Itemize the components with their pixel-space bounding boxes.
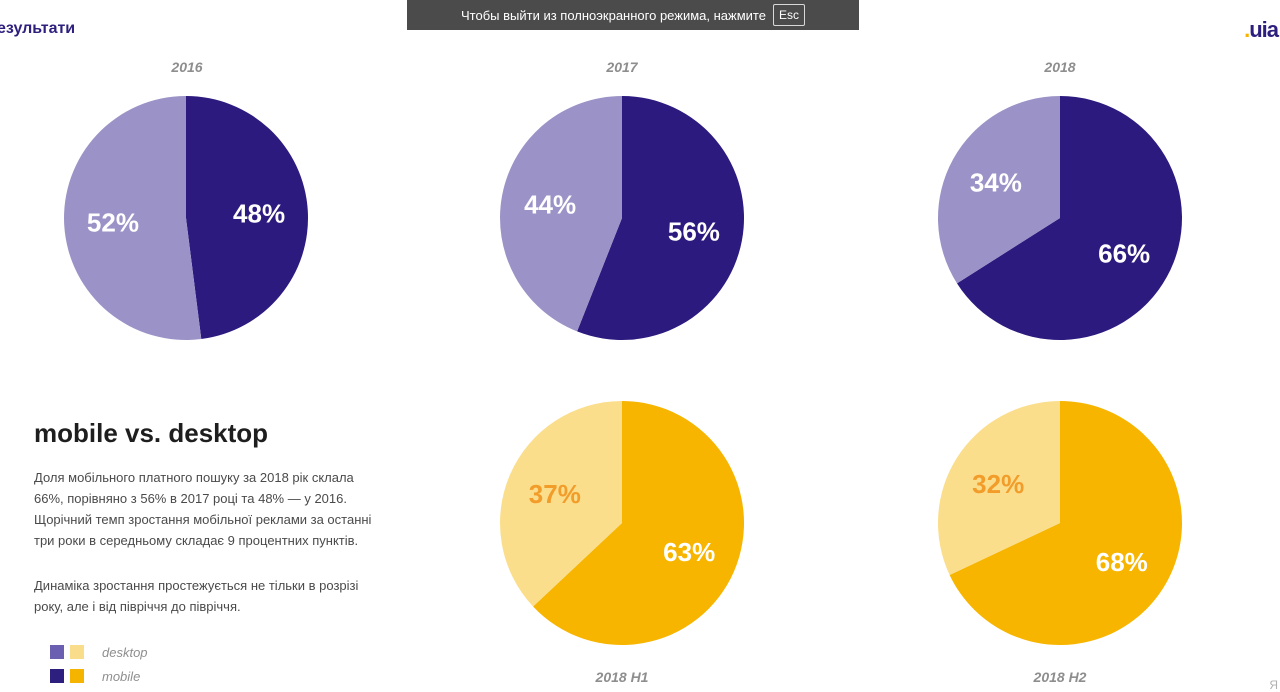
pie-slice-desktop-2018-h2 bbox=[937, 401, 1060, 575]
pie-label-mobile-2018-h1: 63% bbox=[663, 537, 715, 567]
corner-mark: Я bbox=[1269, 678, 1278, 692]
pie-title-2017: 2017 bbox=[606, 59, 638, 75]
pie-title-2018-h2: 2018 H2 bbox=[1033, 669, 1087, 685]
pie-label-mobile-2017: 56% bbox=[668, 217, 720, 247]
esc-key-hint: Esc bbox=[772, 4, 805, 26]
paragraph-line: року, але і від півріччя до півріччя. bbox=[34, 599, 241, 614]
logo-text: uia bbox=[1249, 17, 1279, 42]
paragraph-line: три роки в середньому складає 9 процентн… bbox=[34, 533, 359, 548]
pie-label-mobile-2018-h2: 68% bbox=[1096, 547, 1148, 577]
section-title: езультати bbox=[0, 20, 76, 37]
pie-title-2016: 2016 bbox=[171, 59, 203, 75]
legend-label-mobile: mobile bbox=[102, 668, 141, 684]
pie-chart-2017: 56% 44% bbox=[500, 96, 745, 340]
pie-chart-2018-h2: 68% 32% bbox=[937, 401, 1182, 645]
legend: desktop mobile bbox=[50, 640, 148, 688]
legend-label-desktop: desktop bbox=[102, 644, 148, 660]
pie-chart-2018: 66% 34% bbox=[937, 96, 1182, 340]
description-block: mobile vs. desktop Доля мобільного платн… bbox=[34, 418, 404, 617]
pie-chart-2018-h1: 63% 37% bbox=[500, 401, 745, 645]
paragraph-growth: Доля мобільного платного пошуку за 2018 … bbox=[34, 467, 404, 551]
legend-swatch-mobile-purple bbox=[50, 669, 64, 683]
pie-slice-mobile-2018 bbox=[956, 96, 1182, 340]
pie-label-mobile-2018: 66% bbox=[1098, 238, 1150, 268]
pie-slice-mobile-2018-h1 bbox=[533, 401, 745, 645]
fullscreen-banner-text: Чтобы выйти из полноэкранного режима, на… bbox=[461, 7, 766, 23]
paragraph-dynamics: Динаміка зростання простежується не тіль… bbox=[34, 575, 404, 617]
pie-slice-desktop-2018-h1 bbox=[500, 401, 622, 607]
legend-swatch-desktop-purple bbox=[50, 645, 64, 659]
paragraph-line: Доля мобільного платного пошуку за 2018 … bbox=[34, 470, 354, 485]
pie-title-2018-h1: 2018 H1 bbox=[595, 669, 649, 685]
pie-slice-mobile-2017 bbox=[577, 96, 745, 340]
paragraph-line: 66%, порівняно з 56% в 2017 році та 48% … bbox=[34, 491, 347, 506]
pie-label-desktop-2017: 44% bbox=[524, 189, 576, 219]
pie-title-2018: 2018 bbox=[1044, 59, 1076, 75]
legend-swatch-desktop-yellow bbox=[70, 645, 84, 659]
pie-slice-mobile-2018-h2 bbox=[949, 401, 1182, 645]
pie-slice-desktop-2016 bbox=[64, 96, 202, 340]
pie-slice-mobile-2016 bbox=[186, 96, 309, 340]
pie-label-mobile-2016: 48% bbox=[233, 198, 285, 228]
pie-label-desktop-2016: 52% bbox=[87, 208, 139, 238]
legend-item-mobile: mobile bbox=[50, 664, 148, 688]
fullscreen-exit-banner: Чтобы выйти из полноэкранного режима, на… bbox=[407, 0, 859, 30]
slide-heading: mobile vs. desktop bbox=[34, 418, 269, 448]
pie-slice-desktop-2018 bbox=[937, 96, 1060, 284]
brand-logo: .uia bbox=[1244, 17, 1279, 42]
pie-label-desktop-2018-h2: 32% bbox=[972, 469, 1024, 499]
paragraph-line: Щорічний темп зростання мобільної реклам… bbox=[34, 512, 372, 527]
legend-item-desktop: desktop bbox=[50, 640, 148, 664]
pie-label-desktop-2018: 34% bbox=[970, 168, 1022, 198]
legend-swatch-mobile-yellow bbox=[70, 669, 84, 683]
pie-label-desktop-2018-h1: 37% bbox=[529, 479, 581, 509]
pie-slice-desktop-2017 bbox=[500, 96, 622, 332]
paragraph-line: Динаміка зростання простежується не тіль… bbox=[34, 578, 359, 593]
pie-chart-2016: 48% 52% bbox=[64, 96, 309, 340]
